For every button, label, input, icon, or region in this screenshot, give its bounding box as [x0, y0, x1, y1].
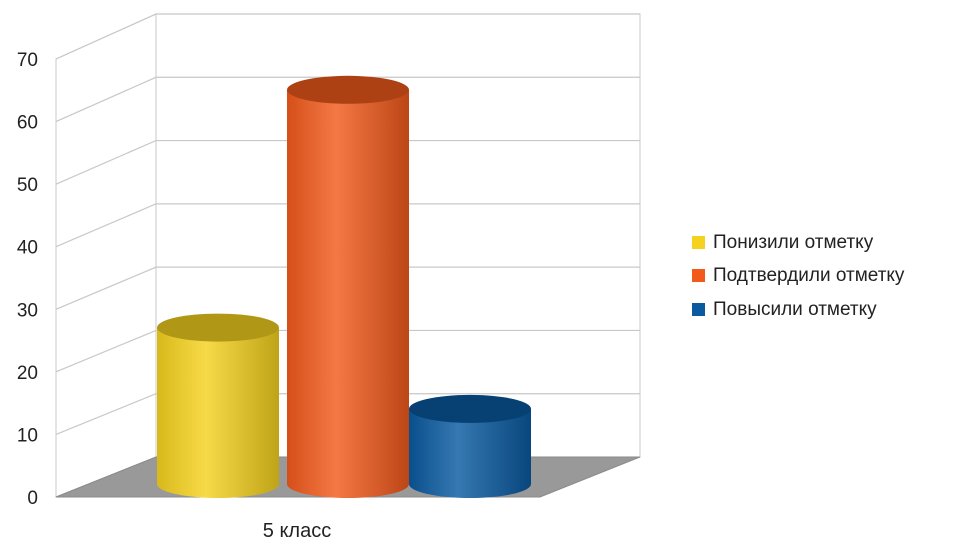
bar-2	[287, 75, 409, 498]
bar-cylinder-body	[157, 327, 279, 498]
legend-item-1: Понизили отметку	[692, 232, 874, 253]
chart-gridlines	[55, 13, 640, 435]
y-tick-label: 10	[17, 425, 38, 446]
gridline	[55, 266, 640, 310]
legend-label: Понизили отметку	[713, 232, 874, 253]
y-tick-label: 20	[17, 363, 38, 384]
legend-label: Повысили отметку	[713, 299, 877, 320]
chart-bars	[157, 75, 531, 498]
y-tick-label: 40	[17, 238, 38, 259]
bar-cylinder-top	[287, 75, 409, 104]
gridline	[55, 13, 640, 60]
bar-1	[157, 313, 279, 498]
legend-swatch	[692, 236, 705, 249]
y-axis-tick-labels: 0 10 20 30 40 50 60 70	[17, 50, 38, 509]
legend-label: Подтвердили отметку	[713, 265, 905, 286]
gridline	[55, 139, 640, 185]
y-tick-label: 60	[17, 113, 38, 134]
legend-item-3: Повысили отметку	[692, 299, 877, 320]
gridline	[55, 393, 640, 435]
left-wall	[55, 13, 157, 498]
bar-cylinder-body	[409, 408, 531, 498]
legend-item-2: Подтвердили отметку	[692, 265, 905, 286]
gridline	[55, 76, 640, 123]
y-tick-label: 70	[17, 50, 38, 71]
y-tick-label: 0	[27, 488, 38, 509]
gridline	[55, 329, 640, 373]
chart-legend: Понизили отметку Подтвердили отметку Повыс…	[692, 232, 905, 320]
y-tick-label: 50	[17, 175, 38, 196]
bar-cylinder-top	[409, 394, 531, 423]
x-axis-category-labels: 5 класс	[263, 520, 331, 542]
x-category-label: 5 класс	[263, 520, 331, 542]
gridline	[55, 203, 640, 248]
legend-swatch	[692, 269, 705, 282]
bar-cylinder-body	[287, 89, 409, 498]
y-tick-label: 30	[17, 300, 38, 321]
bar-cylinder-top	[157, 313, 279, 342]
legend-swatch	[692, 303, 705, 316]
bar-3	[409, 394, 531, 498]
